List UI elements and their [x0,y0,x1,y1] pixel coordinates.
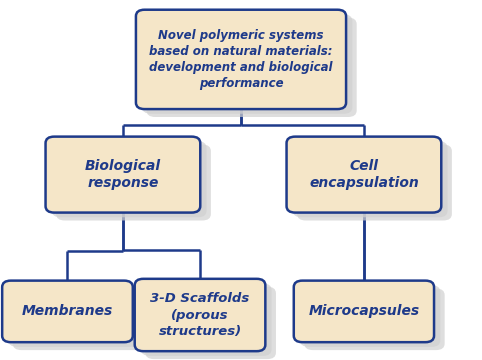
FancyBboxPatch shape [286,137,442,212]
Text: Microcapsules: Microcapsules [308,305,419,318]
FancyBboxPatch shape [134,279,265,351]
FancyBboxPatch shape [305,289,444,350]
FancyBboxPatch shape [141,284,271,356]
FancyBboxPatch shape [294,281,434,342]
FancyBboxPatch shape [136,10,346,109]
FancyBboxPatch shape [2,281,133,342]
FancyBboxPatch shape [46,137,201,212]
FancyBboxPatch shape [52,141,206,217]
FancyBboxPatch shape [9,285,139,347]
Text: Novel polymeric systems
based on natural materials:
development and biological
p: Novel polymeric systems based on natural… [149,29,333,90]
FancyBboxPatch shape [297,145,452,220]
Text: Biological
response: Biological response [85,159,161,190]
FancyBboxPatch shape [13,289,144,350]
FancyBboxPatch shape [146,287,276,359]
Text: Membranes: Membranes [22,305,113,318]
Text: Cell
encapsulation: Cell encapsulation [309,159,419,190]
Text: 3-D Scaffolds
(porous
structures): 3-D Scaffolds (porous structures) [150,292,250,338]
FancyBboxPatch shape [56,145,211,220]
FancyBboxPatch shape [142,14,352,114]
FancyBboxPatch shape [293,141,447,217]
FancyBboxPatch shape [147,18,357,117]
FancyBboxPatch shape [300,285,441,347]
